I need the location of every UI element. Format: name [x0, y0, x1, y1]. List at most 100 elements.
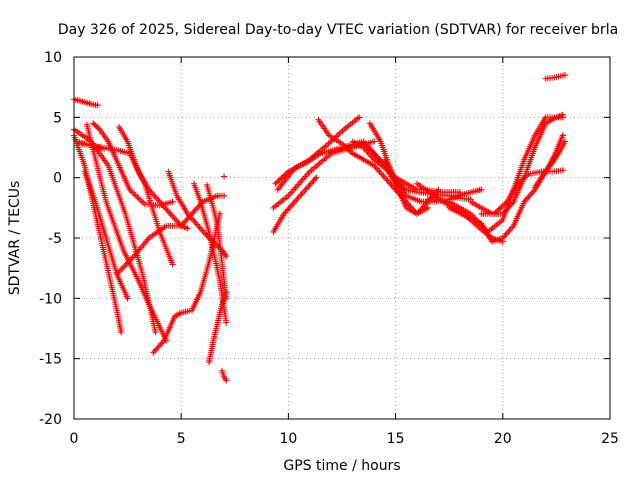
data-points: [71, 72, 568, 384]
series-arc-33: [542, 138, 568, 175]
data-point: [155, 197, 162, 204]
data-point: [167, 210, 174, 217]
data-point: [171, 215, 178, 222]
data-point: [371, 138, 378, 145]
data-point: [121, 263, 128, 270]
data-point: [223, 319, 230, 326]
data-point: [503, 230, 510, 237]
data-point: [134, 193, 141, 200]
x-axis-label: GPS time / hours: [283, 458, 400, 474]
data-point: [502, 231, 509, 238]
data-point: [221, 192, 228, 199]
data-point: [373, 165, 380, 172]
series-arc-18: [270, 174, 320, 235]
data-point: [199, 227, 206, 234]
data-point: [306, 182, 313, 189]
data-point: [168, 212, 175, 219]
data-point: [302, 186, 309, 193]
data-point: [119, 265, 126, 272]
data-point: [278, 175, 285, 182]
data-point: [379, 171, 386, 178]
data-point: [196, 224, 203, 231]
data-point: [290, 200, 297, 207]
data-point: [137, 196, 144, 203]
data-point: [169, 261, 176, 268]
series-arc-16: [218, 367, 230, 384]
data-point: [502, 200, 509, 207]
data-point: [95, 125, 102, 132]
x-tick-label: 20: [494, 431, 512, 447]
data-point: [559, 167, 566, 174]
data-point: [273, 179, 280, 186]
data-point: [159, 201, 166, 208]
data-point: [293, 197, 300, 204]
chart-title: Day 326 of 2025, Sidereal Day-to-day VTE…: [58, 22, 618, 38]
data-point: [424, 204, 431, 211]
data-point: [164, 207, 171, 214]
data-point: [283, 207, 290, 214]
series-arc-13: [191, 180, 230, 326]
data-point: [327, 139, 334, 146]
data-point: [297, 192, 304, 199]
data-point: [506, 227, 513, 234]
data-point: [190, 209, 197, 216]
data-point: [498, 204, 505, 211]
data-point: [192, 219, 199, 226]
data-point: [523, 195, 530, 202]
data-point: [303, 185, 310, 192]
data-point: [223, 289, 230, 296]
x-tick-label: 5: [177, 431, 186, 447]
data-point: [310, 177, 317, 184]
data-point: [496, 205, 503, 212]
data-point: [377, 170, 384, 177]
data-point: [169, 198, 176, 205]
data-point: [501, 201, 508, 208]
data-point: [559, 132, 566, 139]
data-point: [157, 342, 164, 349]
data-point: [291, 198, 298, 205]
data-point: [559, 111, 566, 118]
y-tick-label: -20: [39, 412, 62, 428]
data-point: [138, 198, 145, 205]
data-point: [494, 208, 501, 215]
data-point: [356, 114, 363, 121]
series-arc-31: [478, 167, 566, 217]
data-point: [150, 349, 157, 356]
data-point: [309, 179, 316, 186]
data-point: [423, 200, 430, 207]
y-tick-label: -10: [39, 291, 62, 307]
data-point: [182, 218, 189, 225]
data-point: [339, 127, 346, 134]
series-arc-26: [381, 156, 474, 203]
data-point: [101, 145, 108, 152]
y-tick-label: 5: [53, 110, 62, 126]
data-point: [198, 225, 205, 232]
data-point: [526, 192, 533, 199]
data-point: [380, 173, 387, 180]
data-point: [135, 195, 142, 202]
data-point: [525, 194, 532, 201]
data-point: [323, 142, 330, 149]
data-point: [336, 130, 343, 137]
data-point: [223, 253, 230, 260]
data-point: [221, 173, 228, 180]
data-point: [529, 189, 536, 196]
data-point: [191, 218, 198, 225]
series-arc-8: [73, 138, 108, 152]
data-point: [376, 168, 383, 175]
data-point: [276, 176, 283, 183]
series-arc-9: [116, 123, 191, 232]
grid: [74, 57, 610, 419]
data-point: [301, 188, 308, 195]
data-point: [151, 348, 158, 355]
data-point: [311, 176, 318, 183]
data-point: [132, 192, 139, 199]
data-point: [295, 194, 302, 201]
data-point: [383, 176, 390, 183]
data-point: [118, 329, 125, 336]
data-point: [148, 189, 155, 196]
y-tick-label: -5: [48, 231, 62, 247]
data-point: [406, 201, 412, 208]
data-point: [313, 174, 320, 181]
data-point: [561, 72, 568, 79]
